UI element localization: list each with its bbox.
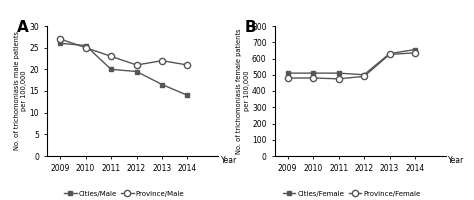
Y-axis label: No. of trichomoniasis female patients
per 100,000: No. of trichomoniasis female patients pe…: [237, 28, 250, 154]
Text: Year: Year: [448, 156, 465, 165]
Legend: Cities/Female, Province/Female: Cities/Female, Province/Female: [280, 188, 423, 200]
Text: Year: Year: [220, 156, 237, 165]
Y-axis label: No. of trichomoniasis male patients
per 100,000: No. of trichomoniasis male patients per …: [14, 31, 27, 150]
Legend: Cities/Male, Province/Male: Cities/Male, Province/Male: [61, 188, 187, 200]
Text: B: B: [244, 20, 256, 34]
Text: A: A: [17, 20, 28, 34]
